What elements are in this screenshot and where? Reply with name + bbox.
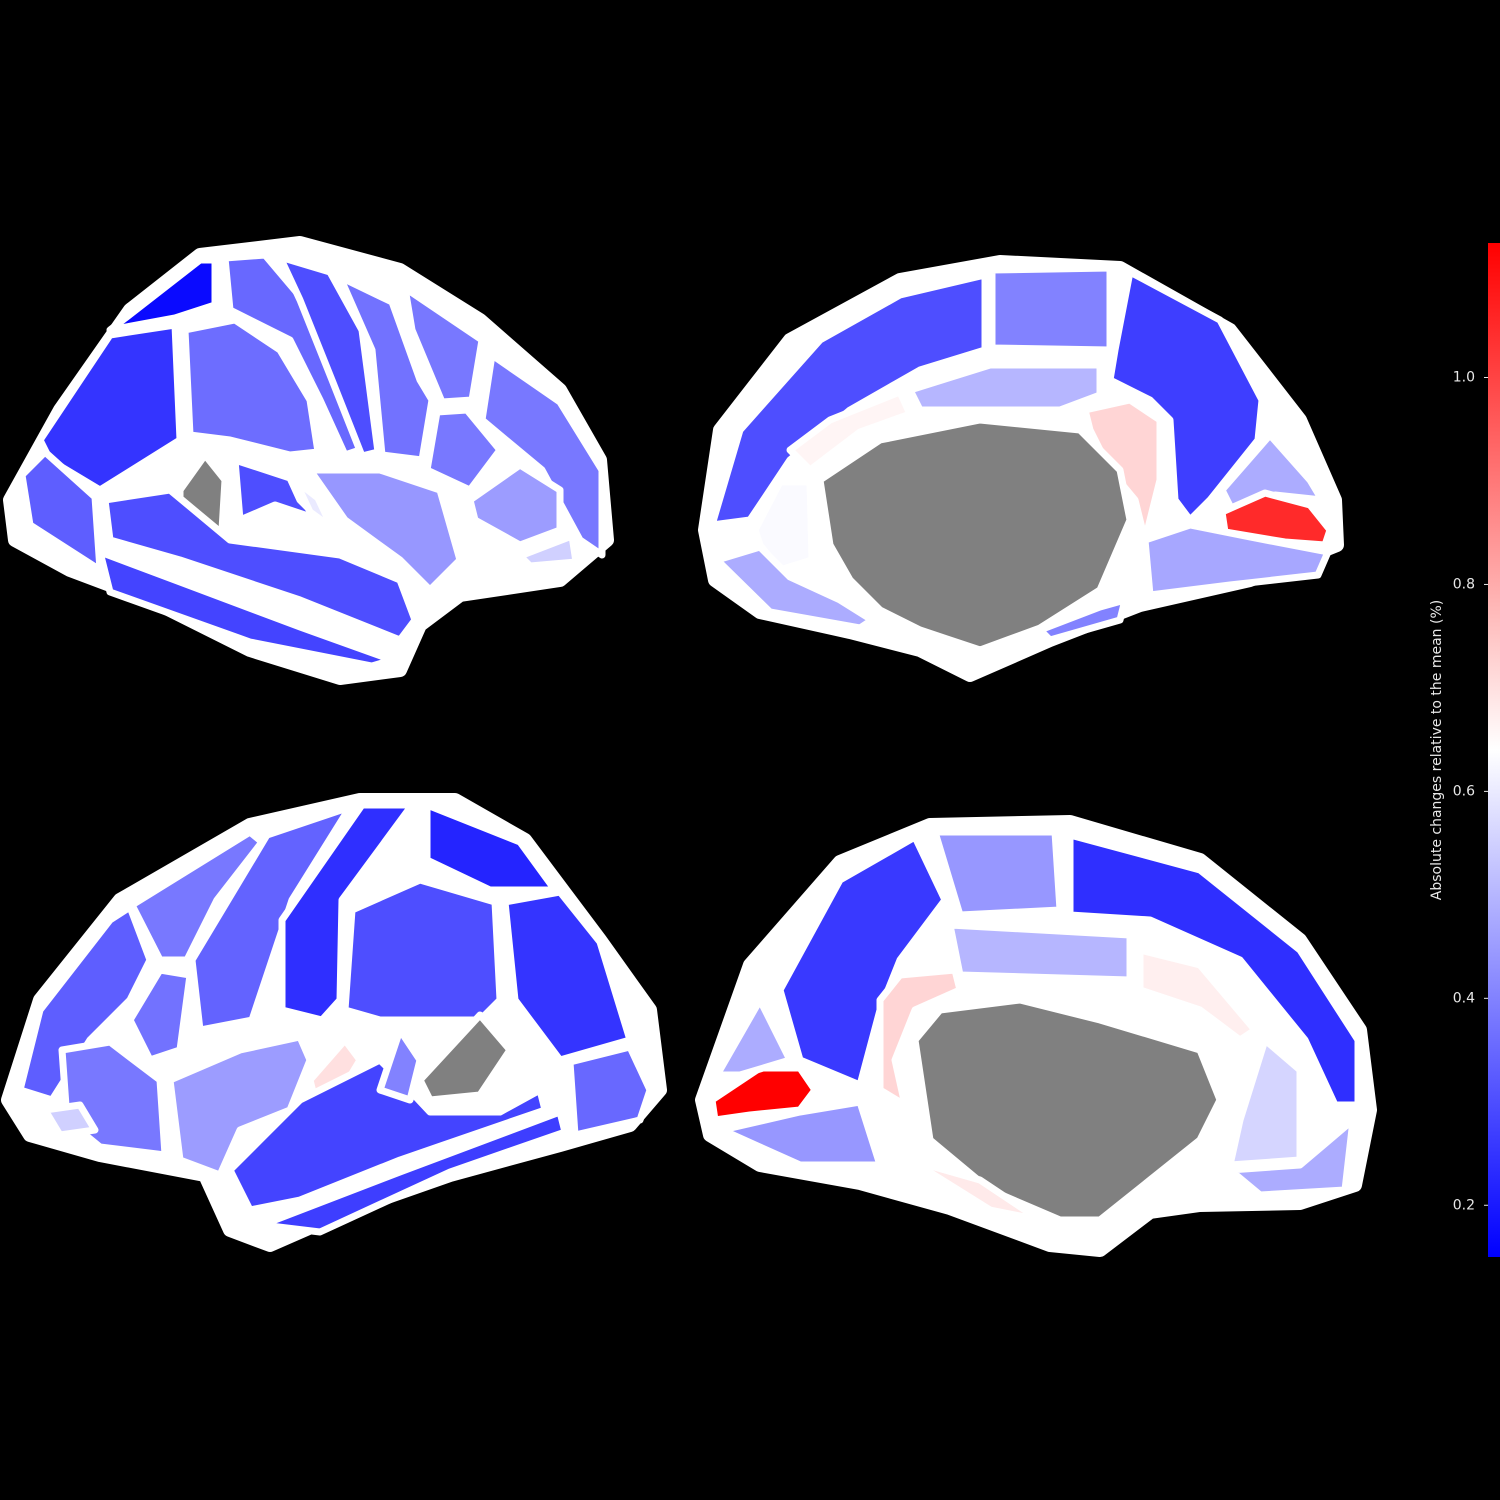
brain-region bbox=[101, 486, 419, 644]
brain-region bbox=[876, 966, 964, 1109]
brain-region bbox=[341, 876, 504, 1024]
brain-region bbox=[188, 803, 354, 1034]
brain-region bbox=[478, 351, 606, 559]
brain-region bbox=[18, 448, 104, 574]
brain-region bbox=[416, 1011, 514, 1104]
brain-region bbox=[1036, 596, 1129, 644]
brain-view bbox=[695, 815, 1377, 1257]
brain-region bbox=[906, 1156, 1044, 1224]
brain-views bbox=[1, 236, 1377, 1257]
brain-region bbox=[1226, 1036, 1304, 1169]
brain-region bbox=[931, 828, 1064, 919]
brain-region bbox=[96, 548, 396, 670]
brain-region bbox=[401, 284, 486, 406]
colorbar-label: Absolute changes relative to the mean (%… bbox=[1429, 600, 1445, 900]
brain-region bbox=[816, 416, 1134, 654]
brain-region bbox=[1066, 831, 1362, 1109]
brain-region bbox=[291, 476, 336, 532]
brain-region bbox=[278, 801, 416, 1024]
brain-region bbox=[566, 1043, 654, 1139]
brain-region bbox=[516, 532, 580, 570]
colorbar-tick-label: 0.8 bbox=[1453, 576, 1475, 592]
colorbar-tick-label: 0.4 bbox=[1453, 990, 1475, 1006]
brain-region bbox=[906, 361, 1104, 414]
brain-region bbox=[258, 1108, 569, 1236]
brain-region bbox=[126, 966, 194, 1064]
brain-region bbox=[1136, 946, 1259, 1044]
brain-region bbox=[1226, 1116, 1357, 1199]
brain-view bbox=[698, 255, 1344, 682]
colorbar-tick-label: 0.2 bbox=[1453, 1197, 1475, 1213]
brain-region bbox=[336, 273, 436, 464]
brain-region bbox=[713, 543, 876, 632]
brain-region bbox=[276, 253, 382, 460]
brain-region bbox=[423, 406, 504, 494]
brain-region bbox=[41, 1101, 99, 1139]
brain-region bbox=[776, 833, 949, 1089]
brain-region bbox=[501, 888, 634, 1064]
brain-region bbox=[423, 801, 559, 894]
brain-region bbox=[181, 316, 322, 459]
brain-region bbox=[946, 921, 1134, 984]
brain-region bbox=[1106, 268, 1266, 524]
brain-region bbox=[786, 388, 914, 474]
brain-view bbox=[1, 793, 667, 1252]
colorbar bbox=[1488, 243, 1500, 1257]
brain-region bbox=[713, 996, 794, 1079]
brain-region bbox=[718, 1098, 884, 1169]
brain-region bbox=[376, 1026, 424, 1104]
colorbar-tick-label: 0.6 bbox=[1453, 783, 1475, 799]
brain-region bbox=[708, 271, 989, 529]
brain-region bbox=[306, 466, 464, 594]
brain-region bbox=[988, 264, 1114, 354]
brain-view bbox=[3, 236, 614, 685]
brain-region bbox=[128, 828, 266, 964]
brain-region bbox=[466, 461, 564, 549]
brain-region bbox=[226, 1056, 549, 1214]
colorbar-tick-label: 1.0 bbox=[1453, 370, 1475, 386]
brain-region bbox=[106, 256, 219, 334]
brain-region bbox=[1141, 521, 1332, 599]
